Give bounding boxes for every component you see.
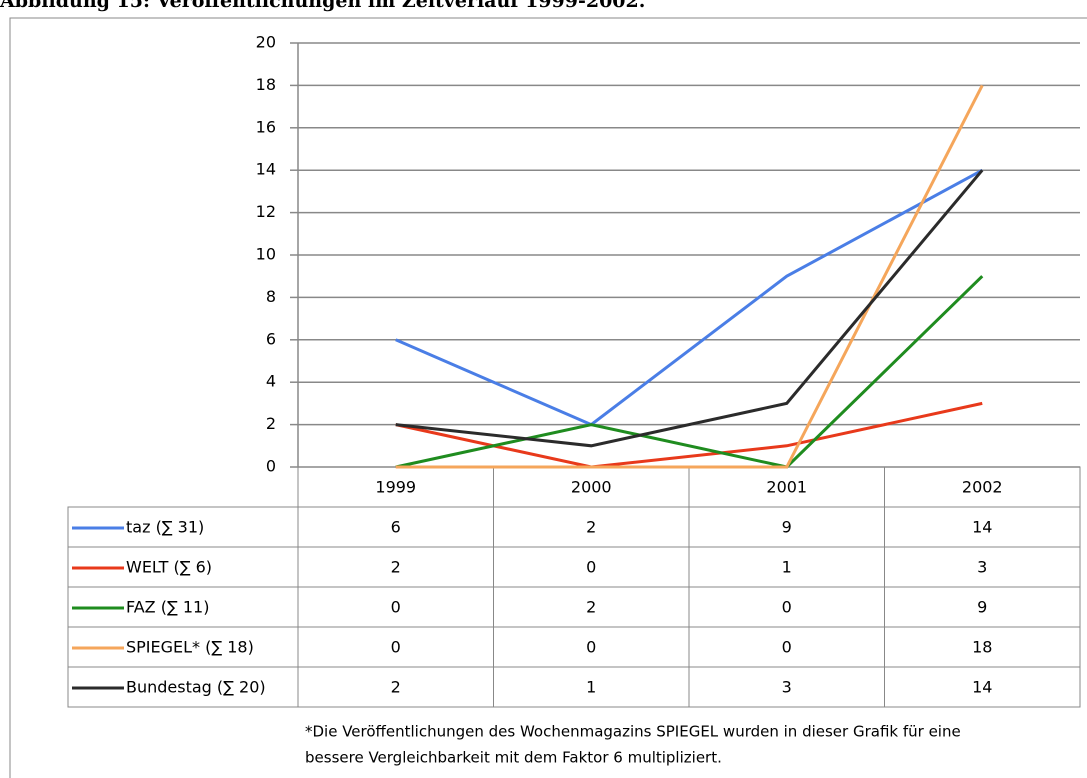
table-cell: 0 bbox=[586, 638, 596, 657]
table-cell: 18 bbox=[972, 638, 992, 657]
table-cell: 14 bbox=[972, 678, 992, 697]
chart-frame bbox=[9, 17, 1087, 778]
table-cell: 9 bbox=[977, 598, 987, 617]
legend-label: Bundestag (∑ 20) bbox=[126, 678, 266, 697]
x-tick-label: 2001 bbox=[766, 478, 807, 497]
table-cell: 0 bbox=[586, 558, 596, 577]
legend-label: taz (∑ 31) bbox=[126, 518, 204, 537]
y-tick-label: 6 bbox=[266, 329, 276, 348]
x-tick-label: 2000 bbox=[571, 478, 612, 497]
y-tick-label: 10 bbox=[256, 245, 276, 264]
table-cell: 1 bbox=[782, 558, 792, 577]
y-tick-label: 16 bbox=[256, 117, 276, 136]
y-tick-label: 8 bbox=[266, 287, 276, 306]
x-tick-label: 1999 bbox=[375, 478, 416, 497]
legend-label: WELT (∑ 6) bbox=[126, 558, 212, 577]
table-cell: 3 bbox=[782, 678, 792, 697]
y-tick-label: 2 bbox=[266, 414, 276, 433]
y-tick-label: 18 bbox=[256, 75, 276, 94]
line bbox=[395, 84, 984, 469]
table-cell: 2 bbox=[391, 678, 401, 697]
y-tick-label: 0 bbox=[266, 457, 276, 476]
legend-label: SPIEGEL* (∑ 18) bbox=[126, 638, 254, 657]
y-tick-label: 4 bbox=[266, 372, 276, 391]
table-cell: 1 bbox=[586, 678, 596, 697]
line bbox=[395, 275, 984, 469]
table-cell: 14 bbox=[972, 518, 992, 537]
line bbox=[395, 168, 983, 427]
x-tick-label: 2002 bbox=[962, 478, 1003, 497]
table-cell: 2 bbox=[586, 598, 596, 617]
table-cell: 2 bbox=[391, 558, 401, 577]
y-tick-label: 12 bbox=[256, 202, 276, 221]
line bbox=[395, 169, 984, 448]
table-cell: 0 bbox=[782, 598, 792, 617]
table-cell: 6 bbox=[391, 518, 401, 537]
table-cell: 0 bbox=[782, 638, 792, 657]
table-cell: 2 bbox=[586, 518, 596, 537]
y-tick-label: 14 bbox=[256, 160, 276, 179]
table-cell: 0 bbox=[391, 638, 401, 657]
legend-label: FAZ (∑ 11) bbox=[126, 598, 209, 617]
footnote: bessere Vergleichbarkeit mit dem Faktor … bbox=[305, 749, 722, 767]
footnote: *Die Veröffentlichungen des Wochenmagazi… bbox=[305, 723, 961, 741]
y-tick-label: 20 bbox=[256, 33, 276, 52]
table-cell: 9 bbox=[782, 518, 792, 537]
chart-title: Abbildung 15: Veröffentlichungen im Zeit… bbox=[0, 0, 645, 12]
table-cell: 0 bbox=[391, 598, 401, 617]
table-cell: 3 bbox=[977, 558, 987, 577]
